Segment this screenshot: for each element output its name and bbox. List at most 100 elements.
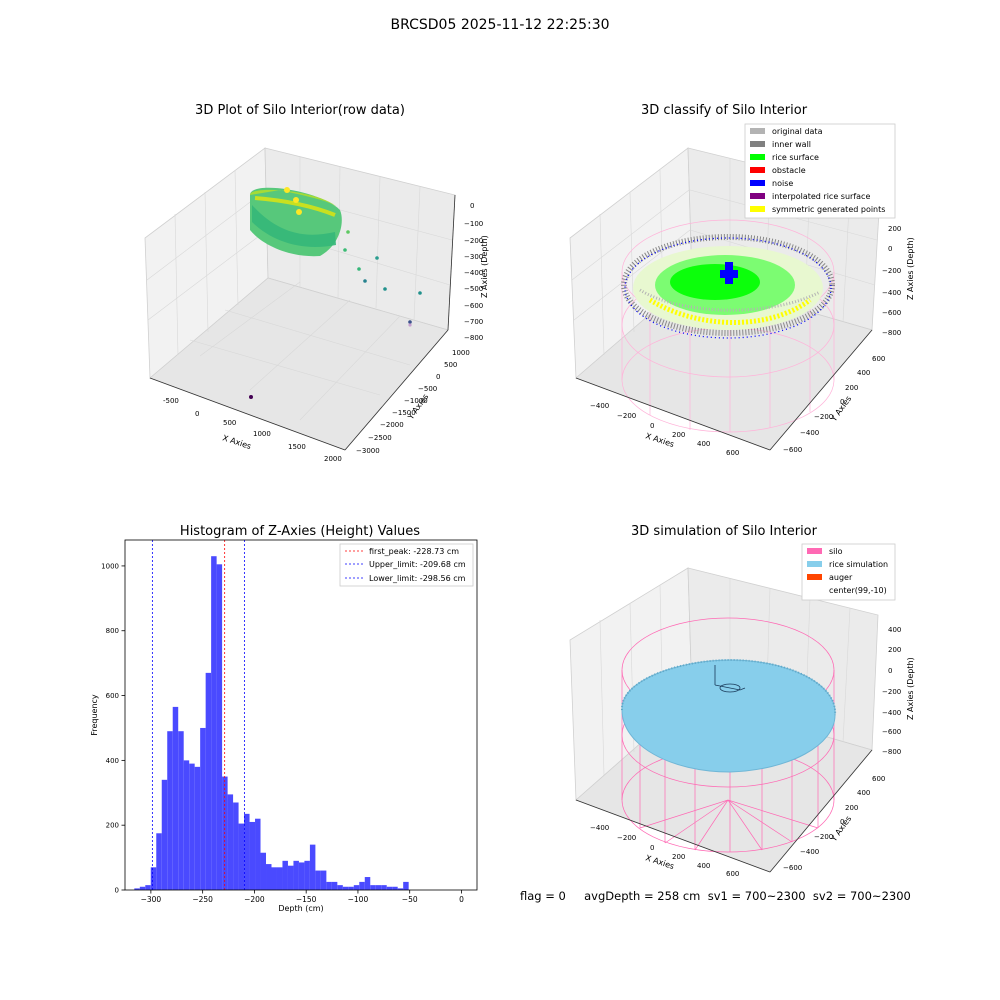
y-tick-label: 600 [106,692,119,700]
classify-plot-title: 3D classify of Silo Interior [640,103,808,118]
histogram-bar [161,779,168,890]
legend-swatch [750,193,765,199]
classify-x-tick: −400 [590,402,609,410]
sim-z-tick: −600 [882,728,901,736]
sim-axis-edges [575,749,873,873]
histogram-bar [200,727,206,890]
histogram-bar [304,860,310,890]
histogram-bar [298,862,305,890]
sim-rice-surface [620,658,837,773]
raw-x-tick: 2000 [324,455,342,463]
raw-z-tick: −200 [464,237,483,245]
histogram-bar [238,823,245,890]
classify-z-tick: −800 [882,329,901,337]
histogram-bar [227,794,234,890]
histogram-bar [293,860,299,890]
x-tick-label: −150 [296,895,317,904]
raw-z-tick-labels: 0 −100 −200 −300 −400 −500 −600 −700 −80… [464,202,483,342]
histogram-bar [320,870,327,890]
histogram-bar [337,885,343,890]
raw-x-tick: 1000 [253,430,271,438]
classify-y-tick: −600 [783,446,802,454]
legend-label: silo [829,547,843,556]
raw-y-tick: −2000 [380,421,404,429]
sim-y-tick: −600 [783,864,802,872]
histogram-bar [315,870,321,890]
histogram-y-ticks: 0 200 400 600 800 1000 [101,562,125,895]
sim-z-tick: 200 [888,646,901,654]
status-footer: flag = 0 avgDepth = 258 cm sv1 = 700~230… [520,889,911,903]
raw-3d-plot: -500 0 500 1000 1500 2000 1000 500 0 −50… [144,147,489,463]
sim-y-tick: 200 [845,804,858,812]
classify-z-tick: −600 [882,309,901,317]
sim-z-tick: −400 [882,709,901,717]
raw-z-tick: −300 [464,253,483,261]
raw-surface-cloud [250,187,342,257]
x-tick-label: 0 [459,895,464,904]
histogram-bar [255,818,261,890]
classify-y-tick: 0 [840,398,844,406]
classify-x-tick: 200 [672,431,685,439]
raw-y-tick: 1000 [452,349,470,357]
histogram-legend: first_peak: -228.73 cm Upper_limit: -209… [339,543,474,587]
legend-upper-limit: Upper_limit: -209.68 cm [369,560,466,569]
raw-x-axis-label: X Axies [221,433,252,451]
sim-y-tick: 0 [840,818,844,826]
y-tick-label: 400 [106,757,119,765]
classify-y-tick-labels: 600 400 200 0 −200 −400 −600 [783,355,885,454]
classify-3d-plot: −400 −200 0 200 400 600 600 400 200 0 −2… [569,123,915,457]
sim-x-tick-labels: −400 −200 0 200 400 600 [590,824,739,878]
y-tick-label: 0 [115,887,119,895]
histogram-bar [189,763,195,890]
sim-x-tick: 0 [650,844,654,852]
sim-x-tick: 400 [697,862,710,870]
y-tick-label: 200 [106,822,119,830]
histogram-bar [178,731,184,890]
raw-z-tick: −100 [464,220,483,228]
classify-x-tick: 400 [697,440,710,448]
histogram-bar [359,881,365,890]
histogram-bar [167,731,173,890]
legend-label: original data [772,127,823,136]
classify-y-tick: 600 [872,355,885,363]
classify-z-tick: −200 [882,267,901,275]
histogram-bar [370,885,376,890]
histogram-bar [194,766,201,890]
legend-label: auger [829,573,853,582]
legend-swatch [750,206,765,212]
histogram-bar [381,885,387,890]
histogram-bar [249,821,256,890]
histogram-bar [183,760,190,890]
sim-y-tick: 400 [857,789,870,797]
histogram-bar [216,564,223,890]
histogram-bar [386,886,393,890]
figure-title: BRCSD05 2025-11-12 22:25:30 [390,17,610,33]
sim-x-axis-label: X Axies [644,853,675,871]
histogram-bar [375,885,382,890]
histogram-bar [331,881,338,890]
raw-x-tick-labels: -500 0 500 1000 1500 2000 [163,397,342,463]
raw-y-tick: −3000 [356,447,380,455]
raw-x-tick: 0 [195,410,199,418]
histogram-bar [326,881,332,890]
histogram-bar [276,867,283,890]
histogram-bar [353,885,360,890]
histogram-bar [150,867,157,890]
histogram-bar [205,672,212,890]
legend-swatch [807,574,822,580]
histogram-bar [403,881,409,890]
raw-z-axis-label: Z Axies (Depth) [480,235,489,298]
histogram-bar [156,833,162,890]
sim-plot-title: 3D simulation of Silo Interior [631,524,817,539]
y-tick-label: 800 [106,627,119,635]
sim-y-tick: 600 [872,775,885,783]
histogram-bar [139,886,146,890]
sim-y-tick: −400 [800,848,819,856]
sim-z-tick-labels: 400 200 0 −200 −400 −600 −800 [882,626,901,756]
histogram-bar [287,865,294,890]
classify-z-tick: −400 [882,289,901,297]
sim-y-tick: −200 [814,833,833,841]
raw-axes-panes [144,147,456,451]
histogram-bar [309,844,316,890]
legend-lower-limit: Lower_limit: -298.56 cm [369,574,466,583]
